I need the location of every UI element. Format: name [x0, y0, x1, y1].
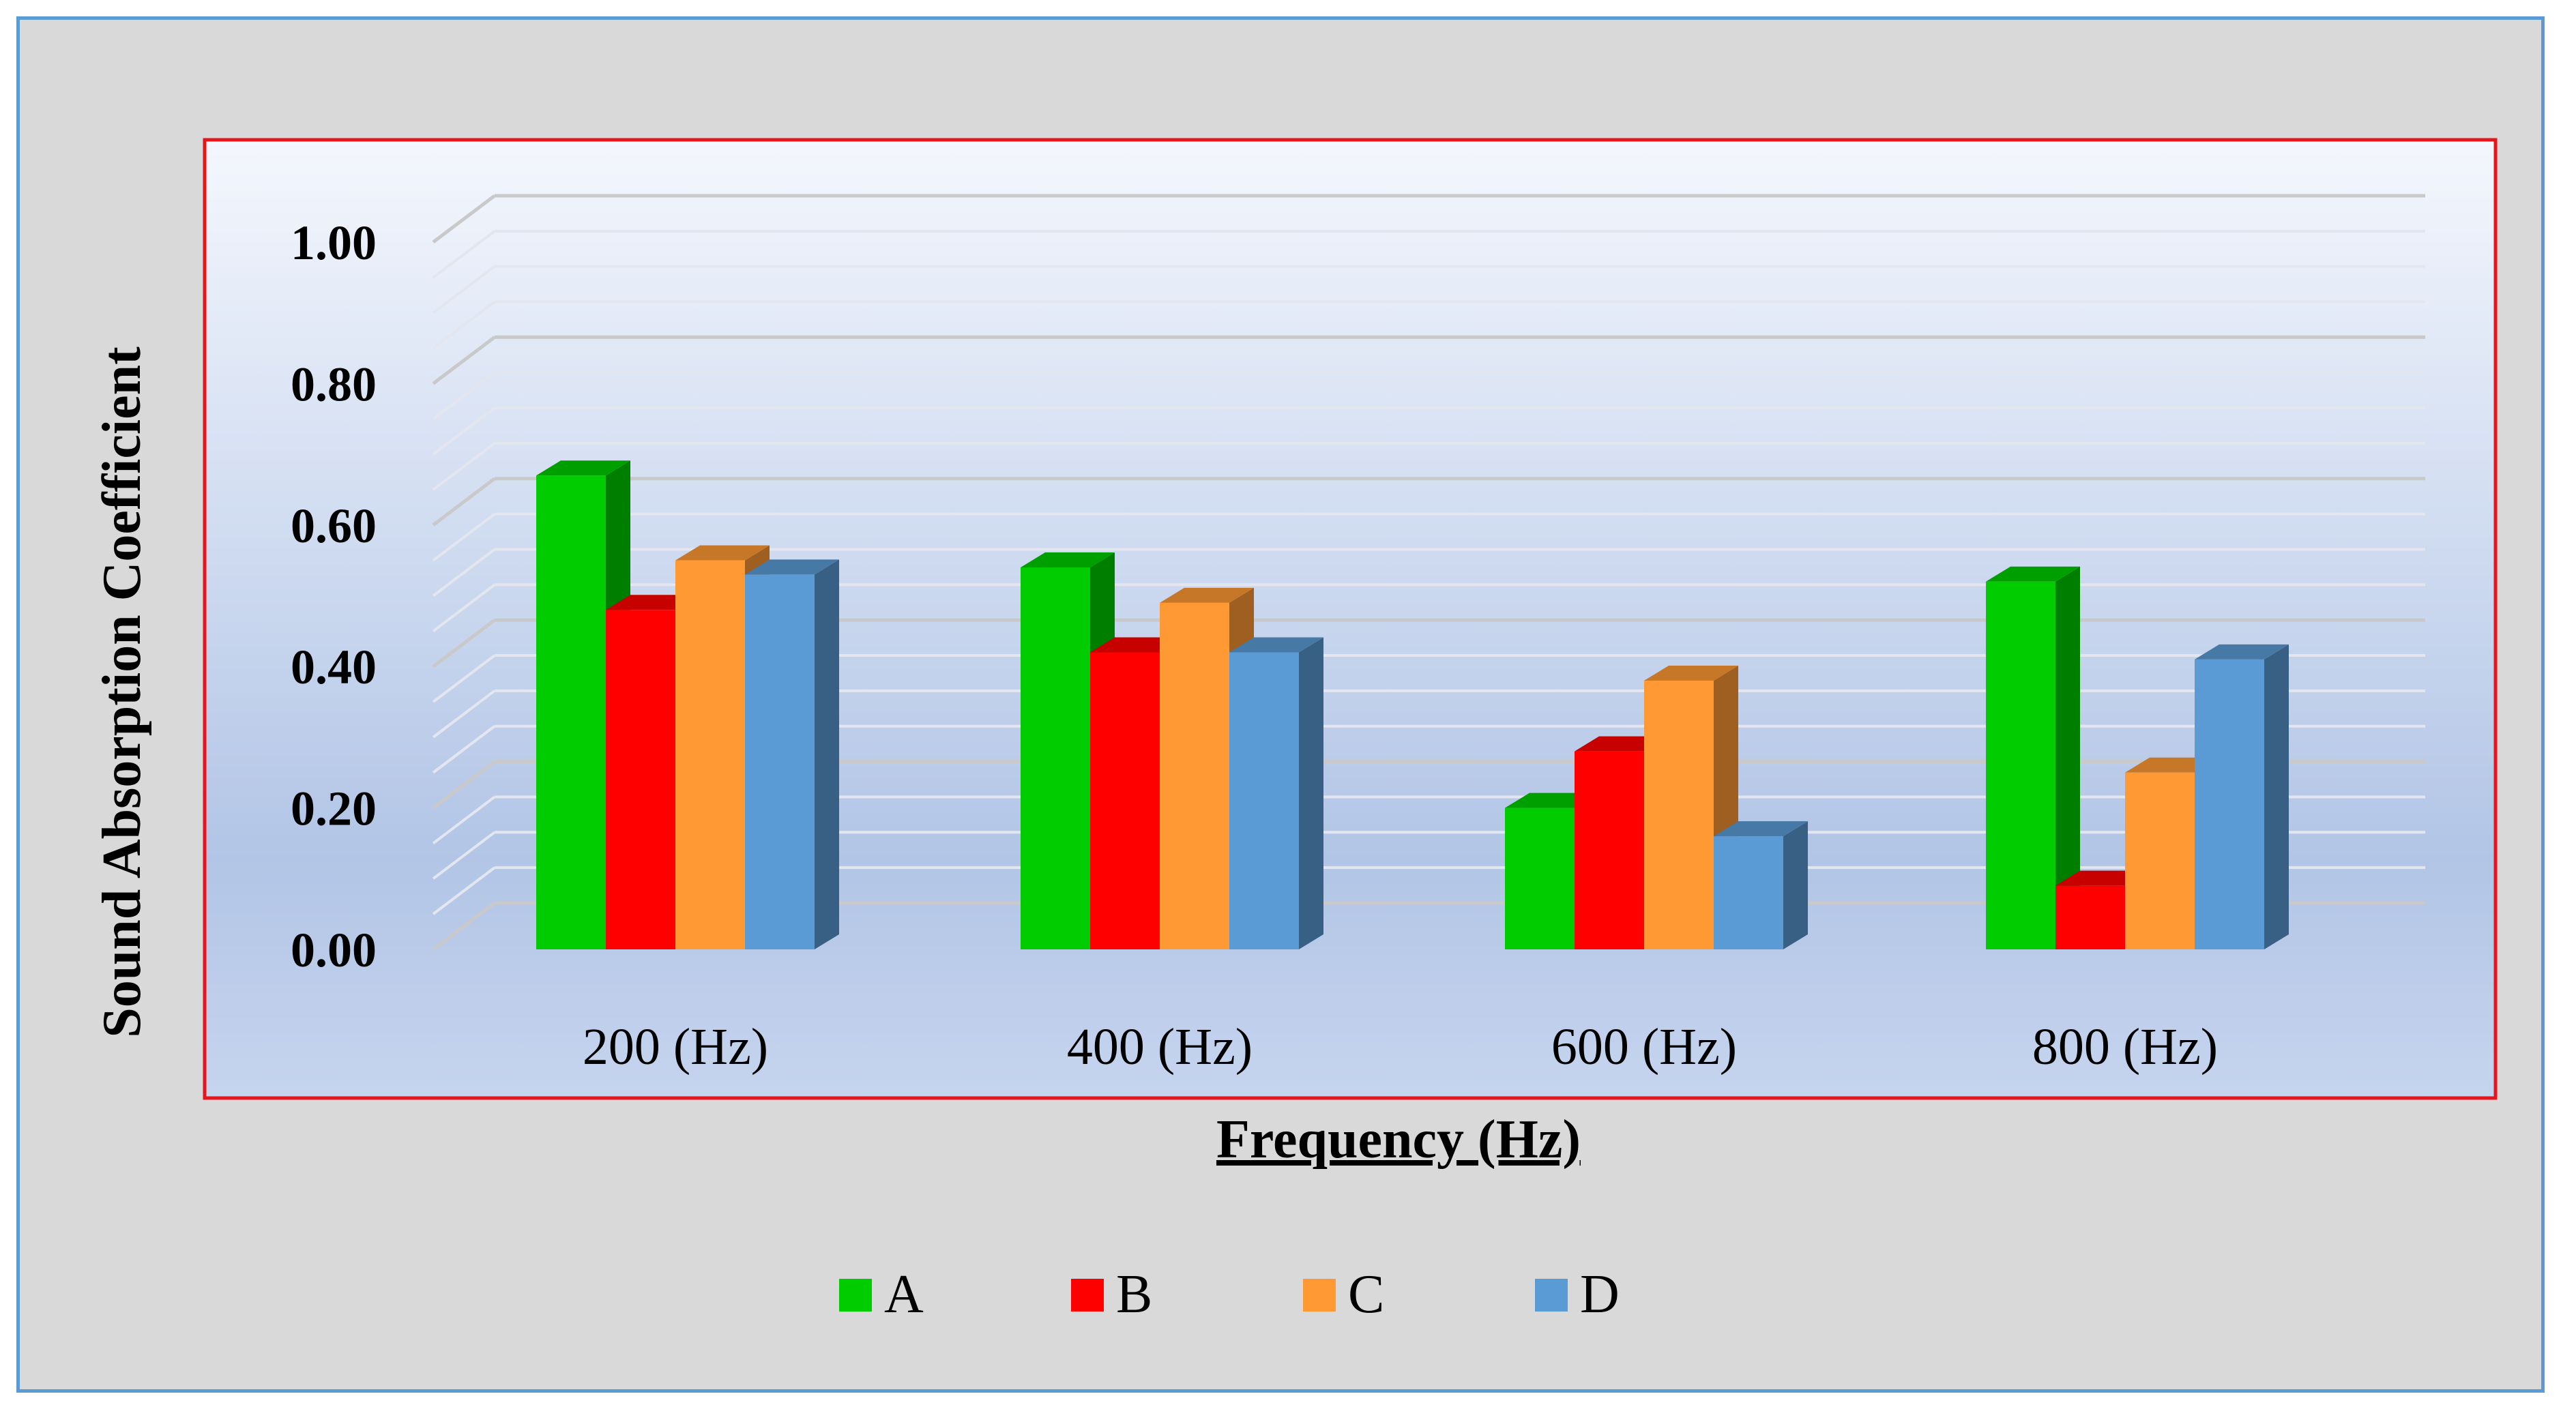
- bar-D-1: [1229, 637, 1323, 949]
- gridline-diagonal: [432, 371, 496, 420]
- bar-B-0: [606, 595, 700, 949]
- gridline-diagonal: [432, 336, 496, 385]
- bar-D-2: [1714, 821, 1808, 949]
- gridline-diagonal: [432, 477, 496, 527]
- y-tick-label: 0.40: [291, 640, 377, 694]
- x-axis-ticks: 200 (Hz) 400 (Hz) 600 (Hz) 800 (Hz): [583, 1018, 2218, 1076]
- y-tick-label: 0.20: [291, 782, 377, 836]
- legend-swatch: [1303, 1279, 1336, 1312]
- gridline-diagonal: [432, 230, 496, 279]
- y-tick-label: 0.60: [291, 499, 377, 553]
- gridline-diagonal: [432, 654, 496, 703]
- legend-label: C: [1348, 1264, 1384, 1324]
- x-tick-label: 800 (Hz): [2032, 1018, 2218, 1076]
- legend-swatch: [1071, 1279, 1104, 1312]
- y-tick-label: 0.00: [291, 923, 377, 977]
- gridline-diagonal: [432, 619, 496, 668]
- gridline-diagonal: [432, 831, 496, 880]
- y-axis-title: Sound Absorption Coefficient: [92, 346, 152, 1038]
- y-tick-label: 1.00: [291, 216, 377, 270]
- x-tick-label: 400 (Hz): [1067, 1018, 1253, 1076]
- legend-label: D: [1580, 1264, 1620, 1324]
- gridline-diagonal: [432, 795, 496, 845]
- x-tick-label: 600 (Hz): [1551, 1018, 1737, 1076]
- legend-item-C: C: [1303, 1264, 1384, 1324]
- legend: A B C D: [839, 1264, 1620, 1324]
- gridline-diagonal: [432, 513, 496, 562]
- bars: [536, 460, 2289, 949]
- gridline-diagonal: [432, 866, 496, 915]
- gridline-diagonal: [432, 583, 496, 632]
- bar-A-3: [1986, 566, 2080, 949]
- legend-label: A: [884, 1264, 924, 1324]
- bar-D-3: [2195, 644, 2289, 949]
- gridline-diagonal: [432, 760, 496, 810]
- gridline-diagonal: [432, 406, 496, 456]
- gridline-diagonal: [432, 690, 496, 739]
- gridline-diagonal: [432, 300, 496, 350]
- legend-swatch: [1535, 1279, 1568, 1312]
- gridline-diagonal: [432, 194, 496, 243]
- gridline-diagonal: [432, 725, 496, 774]
- x-axis-title: Frequency (Hz): [1216, 1110, 1581, 1170]
- y-tick-label: 0.80: [291, 357, 377, 411]
- x-tick-label: 200 (Hz): [583, 1018, 768, 1076]
- legend-item-D: D: [1535, 1264, 1620, 1324]
- gridline-diagonal: [432, 548, 496, 597]
- legend-item-B: B: [1071, 1264, 1152, 1324]
- legend-item-A: A: [839, 1264, 924, 1324]
- legend-label: B: [1116, 1264, 1152, 1324]
- gridline-diagonal: [432, 902, 496, 951]
- gridline-diagonal: [432, 442, 496, 491]
- y-axis-ticks: 0.00 0.20 0.40 0.60 0.80 1.00: [291, 216, 377, 977]
- legend-swatch: [839, 1279, 872, 1312]
- gridline-diagonal: [432, 265, 496, 314]
- bar-D-0: [745, 559, 839, 949]
